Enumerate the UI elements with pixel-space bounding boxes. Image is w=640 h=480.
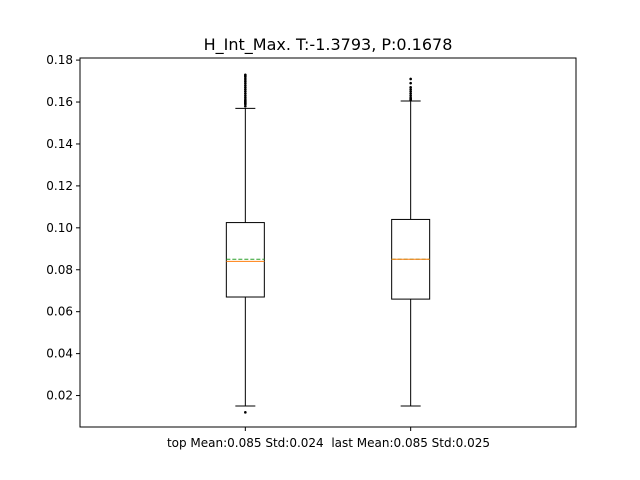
outlier-point	[244, 92, 247, 95]
outlier-point	[409, 96, 412, 100]
outlier-point	[244, 96, 247, 100]
outlier-point	[409, 94, 412, 98]
box-group	[225, 73, 265, 414]
outlier-point	[409, 77, 412, 81]
outlier-point	[409, 86, 412, 89]
x-tick-label: last Mean:0.085 Std:0.025	[331, 436, 490, 450]
y-tick-label: 0.02	[46, 389, 73, 403]
y-tick-label: 0.04	[46, 347, 73, 361]
boxes-layer	[225, 73, 431, 414]
iqr-box	[225, 222, 265, 298]
y-tick-label: 0.08	[46, 263, 73, 277]
outlier-point	[244, 86, 247, 89]
outlier-point	[244, 77, 247, 81]
outlier-point	[409, 81, 412, 85]
y-tick-label: 0.14	[46, 137, 73, 151]
y-tick-label: 0.16	[46, 95, 73, 109]
outlier-point	[244, 83, 247, 87]
chart-title: H_Int_Max. T:-1.3793, P:0.1678	[204, 35, 453, 55]
outlier-point	[244, 79, 247, 83]
outlier-point	[244, 81, 247, 85]
outlier-point	[244, 104, 247, 108]
y-tick-label: 0.10	[46, 221, 73, 235]
outlier-point	[409, 90, 412, 93]
plot-area-frame	[79, 57, 577, 428]
outlier-point	[244, 90, 247, 93]
outlier-point	[244, 73, 247, 77]
x-axis: top Mean:0.085 Std:0.024 last Mean:0.085 …	[167, 427, 490, 450]
outlier-point	[244, 88, 247, 91]
outlier-point	[244, 94, 247, 98]
x-tick-label: top Mean:0.085 Std:0.024	[167, 436, 324, 450]
outlier-point	[409, 92, 412, 95]
outlier-point	[244, 98, 247, 102]
y-tick-label: 0.06	[46, 305, 73, 319]
y-tick-label: 0.12	[46, 179, 73, 193]
y-tick-label: 0.18	[46, 53, 73, 67]
outlier-point	[409, 88, 412, 91]
y-axis: 0.02 0.04 0.06 0.08 0.10 0.12 0.14 0.16 0.18	[46, 53, 80, 403]
outlier-point	[244, 411, 247, 414]
box-group	[391, 77, 431, 407]
